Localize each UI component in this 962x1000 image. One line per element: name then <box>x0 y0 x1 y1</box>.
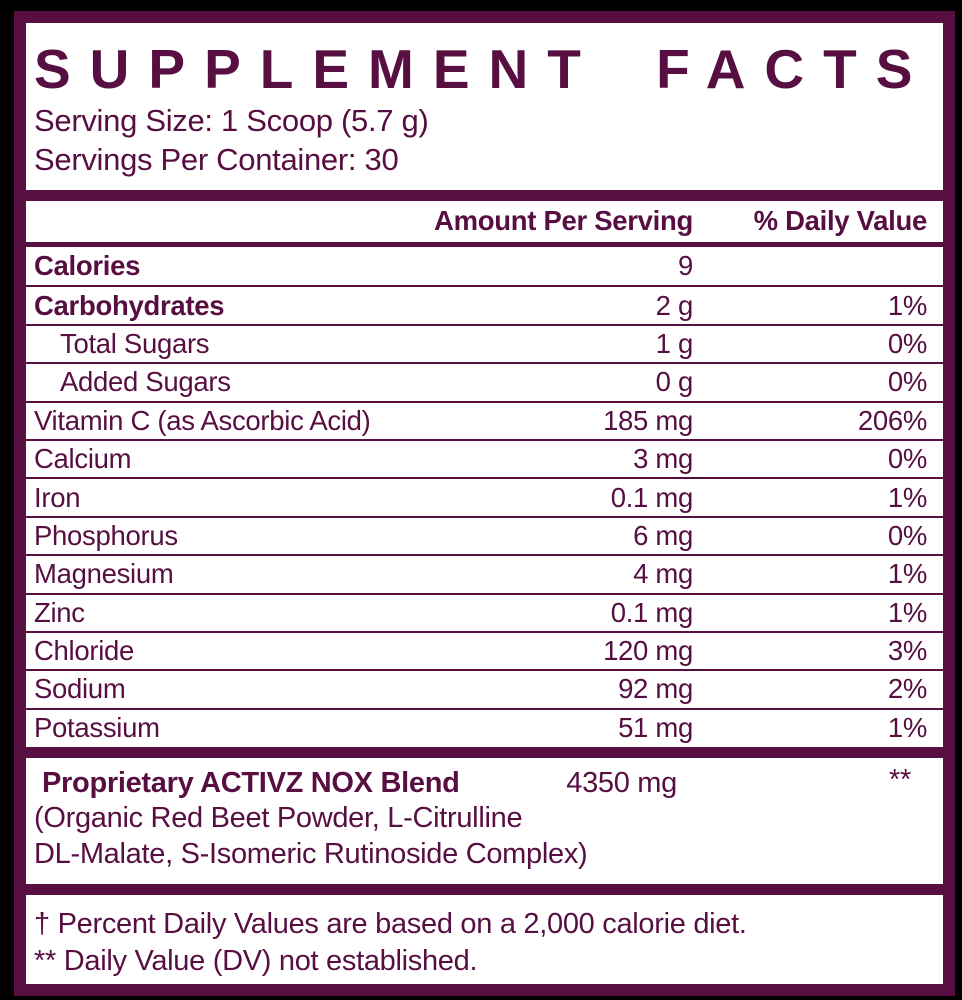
nutrient-amount: 0.1 mg <box>610 596 694 628</box>
nutrient-amount: 120 mg <box>603 635 693 667</box>
table-header-row: Amount Per Serving % Daily Value <box>26 201 943 247</box>
nutrient-dv: 1% <box>887 558 927 590</box>
nutrient-dv: 0% <box>887 366 927 398</box>
nutrient-name: Chloride <box>34 635 135 667</box>
nutrient-name: Calories <box>34 250 141 282</box>
nutrient-name: Vitamin C (as Ascorbic Acid) <box>34 404 371 436</box>
blend-description-line-1: (Organic Red Beet Powder, L-Citrulline <box>34 802 523 834</box>
nutrient-dv: 1% <box>887 289 927 321</box>
nutrient-amount: 0 g <box>655 366 694 398</box>
blend-dv-asterisks: ** <box>889 764 911 796</box>
nutrient-dv: 0% <box>887 443 927 475</box>
nutrient-name: Calcium <box>34 443 132 475</box>
blend-panel: Proprietary ACTIVZ NOX Blend 4350 mg ** … <box>26 758 943 884</box>
nutrient-name: Potassium <box>34 711 160 743</box>
servings-per-container-line: Servings Per Container: 30 <box>34 142 399 177</box>
nutrient-dv: 2% <box>887 673 927 705</box>
blend-amount: 4350 mg <box>566 767 677 799</box>
nutrient-row: Sodium 92 mg 2% <box>26 669 943 707</box>
supplement-facts-label: SUPPLEMENT FACTS Serving Size: 1 Scoop (… <box>14 11 955 996</box>
footnotes-panel: † Percent Daily Values are based on a 2,… <box>26 895 943 984</box>
nutrient-name: Added Sugars <box>60 366 231 398</box>
nutrient-name: Iron <box>34 481 81 513</box>
nutrient-amount: 9 <box>678 250 693 282</box>
daily-value-header: % Daily Value <box>753 205 928 236</box>
nutrient-amount: 0.1 mg <box>610 481 694 513</box>
nutrient-row: Phosphorus 6 mg 0% <box>26 515 943 554</box>
nutrient-row: Zinc 0.1 mg 1% <box>26 592 943 631</box>
nutrient-name: Sodium <box>34 673 126 705</box>
nutrient-dv: 1% <box>887 596 927 628</box>
nutrient-dv: 1% <box>887 481 927 513</box>
nutrient-row: Calcium 3 mg 0% <box>26 438 943 477</box>
nutrient-row: Iron 0.1 mg 1% <box>26 477 943 515</box>
footnote-daily-values: † Percent Daily Values are based on a 2,… <box>34 908 747 940</box>
serving-size-line: Serving Size: 1 Scoop (5.7 g) <box>34 103 429 138</box>
nutrient-amount: 185 mg <box>603 404 693 436</box>
nutrient-row: Calories 9 <box>26 247 943 285</box>
nutrient-name: Carbohydrates <box>34 289 225 321</box>
nutrient-amount: 1 g <box>655 327 694 359</box>
nutrient-row: Total Sugars 1 g 0% <box>26 323 943 362</box>
nutrient-amount: 6 mg <box>633 519 693 551</box>
blend-description-line-2: DL-Malate, S-Isomeric Rutinoside Complex… <box>34 838 588 870</box>
nutrient-name: Magnesium <box>34 558 174 590</box>
nutrient-dv: 3% <box>887 635 927 667</box>
nutrient-dv: 0% <box>887 327 927 359</box>
nutrient-row: Vitamin C (as Ascorbic Acid) 185 mg 206% <box>26 400 943 439</box>
nutrient-amount: 2 g <box>655 289 694 321</box>
nutrient-row: Carbohydrates 2 g 1% <box>26 285 943 323</box>
nutrient-rows: Calories 9 Carbohydrates 2 g 1% Total Su… <box>26 247 943 746</box>
nutrient-row: Magnesium 4 mg 1% <box>26 554 943 592</box>
nutrient-amount: 4 mg <box>633 558 693 590</box>
nutrient-row: Added Sugars 0 g 0% <box>26 362 943 400</box>
nutrient-dv: 206% <box>857 404 927 436</box>
label-title: SUPPLEMENT FACTS <box>34 38 932 100</box>
nutrient-name: Total Sugars <box>60 327 210 359</box>
nutrient-amount: 51 mg <box>618 711 693 743</box>
footnote-dv-not-established: ** Daily Value (DV) not established. <box>34 945 478 977</box>
amount-per-serving-header: Amount Per Serving <box>434 205 693 236</box>
header-panel: SUPPLEMENT FACTS Serving Size: 1 Scoop (… <box>26 23 943 190</box>
nutrient-name: Phosphorus <box>34 519 178 551</box>
nutrient-row: Potassium 51 mg 1% <box>26 707 943 746</box>
nutrient-dv: 0% <box>887 519 927 551</box>
nutrient-name: Zinc <box>34 596 85 628</box>
nutrient-row: Chloride 120 mg 3% <box>26 630 943 669</box>
nutrient-dv: 1% <box>887 711 927 743</box>
blend-row: Proprietary ACTIVZ NOX Blend 4350 mg ** <box>34 764 927 800</box>
blend-name: Proprietary ACTIVZ NOX Blend <box>42 767 460 799</box>
nutrient-table-panel: Amount Per Serving % Daily Value Calorie… <box>26 201 943 747</box>
nutrient-amount: 3 mg <box>633 443 693 475</box>
nutrient-amount: 92 mg <box>618 673 693 705</box>
